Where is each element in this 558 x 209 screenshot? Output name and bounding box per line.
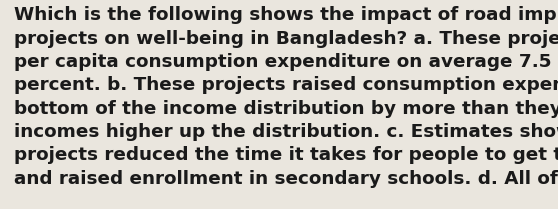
Text: Which is the following shows the impact of road improvement
projects on well-bei: Which is the following shows the impact … bbox=[14, 6, 558, 187]
